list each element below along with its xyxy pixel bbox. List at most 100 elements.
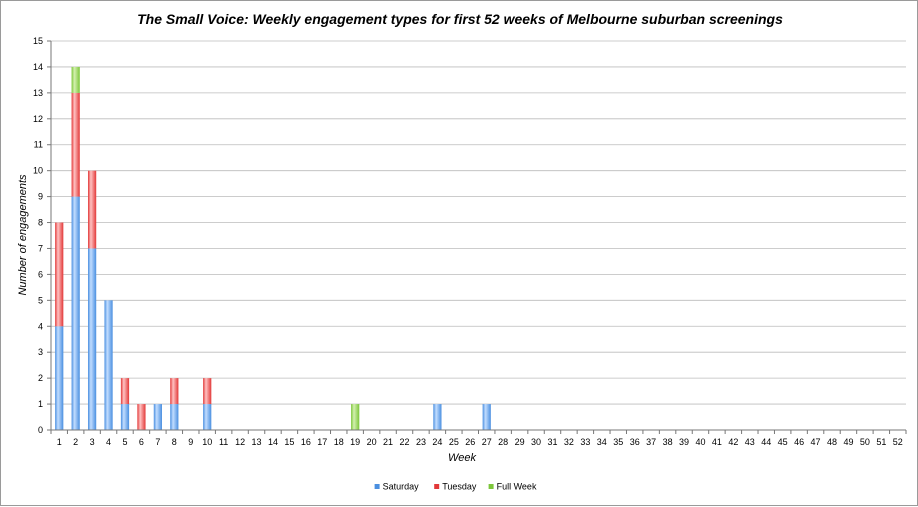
bars <box>55 66 491 430</box>
x-tick-label: 50 <box>860 437 870 447</box>
x-tick-label: 27 <box>482 437 492 447</box>
y-tick-label: 2 <box>38 373 43 383</box>
legend-swatch-full-week <box>488 484 494 489</box>
y-tick-label: 7 <box>38 243 43 253</box>
x-tick-label: 29 <box>515 437 525 447</box>
bar-segment-tuesday <box>203 378 212 405</box>
x-tick-label: 11 <box>219 437 228 447</box>
bar-segment-saturday <box>482 404 491 430</box>
x-tick-label: 41 <box>712 437 722 447</box>
x-tick-label: 30 <box>531 437 541 447</box>
legend-label-saturday: Saturday <box>383 482 420 492</box>
x-tick-label: 34 <box>597 437 607 447</box>
bar-segment-full-week <box>71 66 80 93</box>
x-tick-label: 21 <box>383 437 393 447</box>
x-tick-label: 20 <box>367 437 377 447</box>
x-tick-label: 1 <box>57 437 62 447</box>
x-tick-label: 38 <box>663 437 673 447</box>
x-tick-label: 43 <box>745 437 755 447</box>
y-tick-label: 5 <box>38 295 43 305</box>
x-tick-label: 37 <box>646 437 656 447</box>
bar-segment-saturday <box>71 196 80 430</box>
x-tick-label: 10 <box>202 437 212 447</box>
bar-segment-saturday <box>55 326 64 430</box>
x-tick-label: 51 <box>876 437 886 447</box>
x-tick-label: 46 <box>794 437 804 447</box>
x-tick-label: 28 <box>498 437 508 447</box>
bar-segment-saturday <box>170 404 179 430</box>
x-tick-label: 49 <box>843 437 853 447</box>
x-tick-label: 25 <box>449 437 459 447</box>
x-tick-label: 4 <box>106 437 111 447</box>
legend-label-full-week: Full Week <box>497 482 537 492</box>
y-tick-label: 8 <box>38 218 43 228</box>
x-tick-label: 18 <box>334 437 344 447</box>
bar-segment-saturday <box>203 404 212 430</box>
bar-segment-saturday <box>104 300 113 430</box>
legend: Saturday Tuesday Full Week <box>374 482 537 492</box>
x-tick-label: 22 <box>400 437 410 447</box>
bar-segment-tuesday <box>87 170 97 249</box>
x-tick-label: 32 <box>564 437 574 447</box>
x-tick-label: 14 <box>268 437 278 447</box>
x-tick-label: 23 <box>416 437 426 447</box>
x-tick-label: 5 <box>122 437 127 447</box>
bar-segment-tuesday <box>170 378 179 405</box>
x-tick-label: 42 <box>728 437 738 447</box>
y-tick-label: 15 <box>33 36 43 46</box>
x-tick-label: 45 <box>778 437 788 447</box>
chart-title: The Small Voice: Weekly engagement types… <box>137 11 783 27</box>
y-tick-label: 10 <box>33 166 43 176</box>
x-tick-label: 2 <box>73 437 78 447</box>
x-tick-label: 6 <box>139 437 144 447</box>
bar-segment-saturday <box>120 404 130 430</box>
x-tick-label: 26 <box>465 437 475 447</box>
x-tick-label: 17 <box>317 437 327 447</box>
x-tick-labels: 1 2 3 4 5 6 7 8 9 10 11 12 13 14 15 16 17 18 19 20 21 22 23 24 2… <box>57 437 903 447</box>
y-tick-label: 11 <box>34 140 43 150</box>
y-tick-label: 6 <box>38 269 43 279</box>
bar-segment-tuesday <box>55 222 64 327</box>
x-tick-label: 33 <box>580 437 590 447</box>
bar-segment-tuesday <box>71 92 80 197</box>
x-tick-label: 16 <box>301 437 311 447</box>
bar-segment-saturday <box>433 404 442 430</box>
x-tick-label: 9 <box>188 437 193 447</box>
y-tick-label: 3 <box>38 347 43 357</box>
bar-segment-tuesday <box>137 404 146 430</box>
legend-label-tuesday: Tuesday <box>442 482 477 492</box>
x-tick-label: 48 <box>827 437 837 447</box>
y-tick-label: 12 <box>33 114 43 124</box>
x-tick-label: 35 <box>613 437 623 447</box>
x-tick-label: 31 <box>547 437 557 447</box>
y-tick-label: 4 <box>38 321 43 331</box>
y-tick-label: 14 <box>33 62 43 72</box>
x-tick-label: 52 <box>893 437 903 447</box>
y-tick-label: 13 <box>33 88 43 98</box>
y-tick-label: 9 <box>38 192 43 202</box>
x-tick-label: 40 <box>695 437 705 447</box>
gridlines <box>51 40 906 405</box>
x-tick-label: 13 <box>252 437 262 447</box>
y-axis-label: Number of engagements <box>17 174 29 296</box>
bar-segment-tuesday <box>120 378 130 405</box>
bar-segment-full-week <box>351 404 360 430</box>
x-tick-label: 19 <box>350 437 360 447</box>
x-tick-label: 36 <box>630 437 640 447</box>
x-tick-label: 44 <box>761 437 771 447</box>
x-tick-label: 24 <box>432 437 442 447</box>
x-tick-label: 3 <box>90 437 95 447</box>
x-tick-label: 47 <box>811 437 821 447</box>
x-tick-label: 15 <box>284 437 294 447</box>
legend-swatch-tuesday <box>434 484 440 489</box>
x-axis-label: Week <box>448 452 476 464</box>
x-tick-label: 39 <box>679 437 689 447</box>
x-tick-label: 7 <box>155 437 160 447</box>
legend-swatch-saturday <box>374 484 380 489</box>
bar-segment-saturday <box>153 404 162 430</box>
x-tick-label: 12 <box>235 437 245 447</box>
bar-segment-saturday <box>87 248 97 430</box>
